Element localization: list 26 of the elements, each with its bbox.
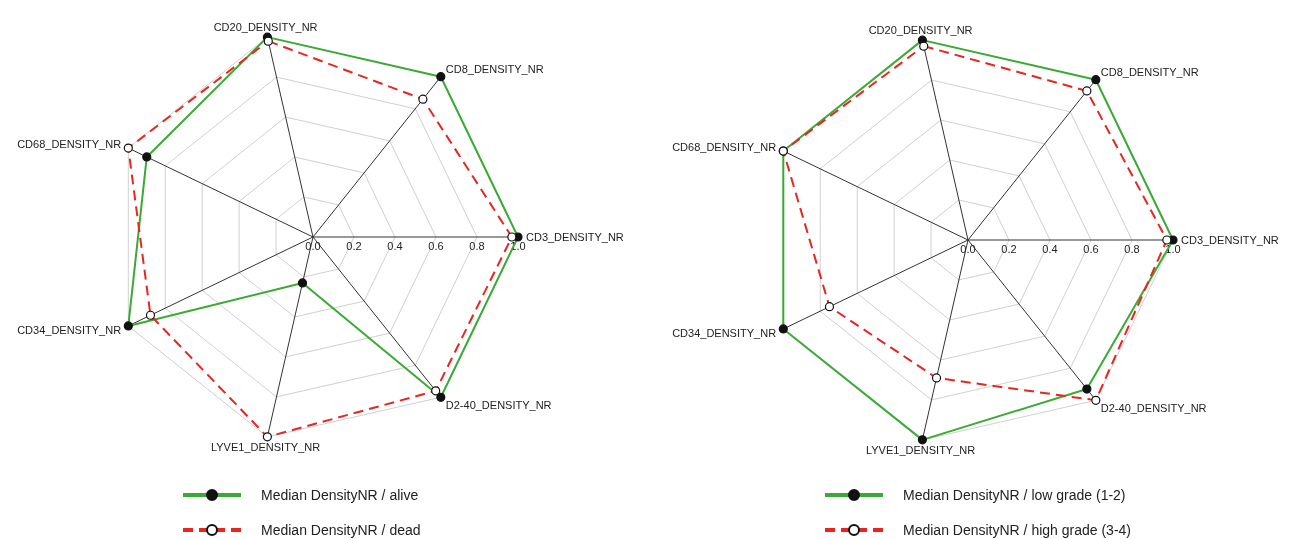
legend-label: Median DensityNR / dead	[261, 522, 421, 538]
y-tick-label: 0.2	[346, 240, 362, 252]
y-tick-label: 0.2	[1001, 243, 1017, 255]
legend-label: Median DensityNR / high grade (3-4)	[903, 522, 1131, 538]
spoke-label: CD68_DENSITY_NR	[672, 140, 777, 153]
legend-label: Median DensityNR / alive	[261, 487, 419, 503]
spoke-label: CD8_DENSITY_NR	[445, 62, 544, 75]
spoke-label: D2-40_DENSITY_NR	[445, 399, 552, 412]
spoke-label: CD3_DENSITY_NR	[1181, 234, 1279, 246]
spoke-label: CD68_DENSITY_NR	[17, 137, 122, 150]
spoke-label: CD20_DENSITY_NR	[868, 24, 973, 37]
y-tick-label: 0.8	[1124, 243, 1140, 255]
y-tick-label: 0.6	[1083, 243, 1099, 255]
y-tick-label: 0.8	[469, 240, 485, 252]
y-tick-label: 0.6	[428, 240, 444, 252]
spoke-label: CD3_DENSITY_NR	[526, 231, 624, 243]
spoke-label: CD34_DENSITY_NR	[17, 324, 122, 337]
spoke-label: CD34_DENSITY_NR	[672, 327, 777, 340]
legend-label: Median DensityNR / low grade (1-2)	[903, 487, 1126, 503]
spoke-label: CD8_DENSITY_NR	[1100, 65, 1199, 78]
spoke-label: LYVE1_DENSITY_NR	[210, 440, 321, 453]
spoke-label: LYVE1_DENSITY_NR	[865, 443, 976, 456]
spoke-label: D2-40_DENSITY_NR	[1100, 402, 1207, 415]
y-tick-label: 0.4	[1042, 243, 1058, 255]
y-tick-label: 0.4	[387, 240, 403, 252]
spoke-label: CD20_DENSITY_NR	[213, 21, 318, 34]
